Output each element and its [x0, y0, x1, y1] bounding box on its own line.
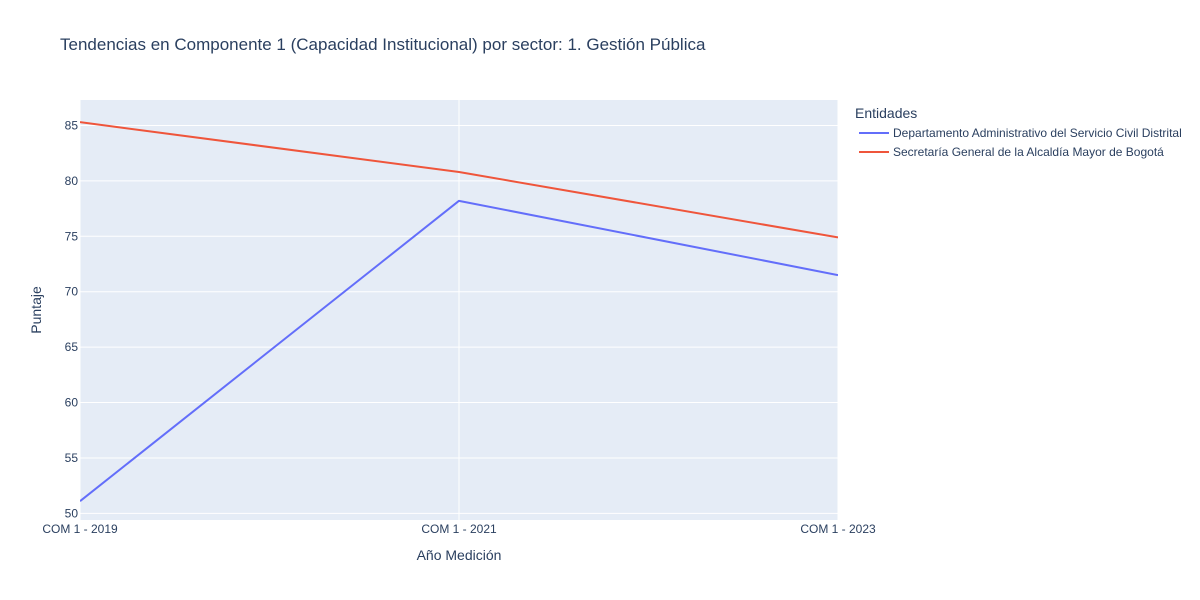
- grid-lines: [79, 100, 839, 520]
- legend[interactable]: Entidades Departamento Administrativo de…: [855, 105, 1182, 159]
- y-tick-label: 70: [65, 285, 79, 299]
- y-axis-title: Puntaje: [28, 286, 44, 334]
- x-axis-title: Año Medición: [417, 547, 502, 563]
- x-tick-label: COM 1 - 2019: [42, 522, 118, 536]
- y-tick-label: 50: [65, 506, 79, 520]
- y-tick-label: 55: [65, 451, 79, 465]
- legend-item-1[interactable]: Secretaría General de la Alcaldía Mayor …: [859, 145, 1164, 159]
- legend-items[interactable]: Departamento Administrativo del Servicio…: [859, 126, 1182, 159]
- y-tick-label: 80: [65, 174, 79, 188]
- x-tick-label: COM 1 - 2023: [800, 522, 876, 536]
- y-tick-label: 85: [65, 118, 79, 132]
- x-axis-ticks: COM 1 - 2019 COM 1 - 2021 COM 1 - 2023: [42, 522, 876, 536]
- y-axis-ticks: 50 55 60 65 70 75 80 85: [65, 118, 79, 520]
- series-line-0[interactable]: [80, 199, 838, 502]
- legend-title: Entidades: [855, 105, 917, 121]
- y-tick-label: 60: [65, 396, 79, 410]
- chart-title: Tendencias en Componente 1 (Capacidad In…: [60, 35, 706, 54]
- y-tick-label: 65: [65, 340, 79, 354]
- series-lines: [80, 121, 838, 502]
- series-line-1[interactable]: [80, 121, 838, 239]
- x-tick-label: COM 1 - 2021: [421, 522, 497, 536]
- legend-item-0[interactable]: Departamento Administrativo del Servicio…: [859, 126, 1182, 140]
- legend-label: Departamento Administrativo del Servicio…: [893, 126, 1182, 140]
- legend-label: Secretaría General de la Alcaldía Mayor …: [893, 145, 1164, 159]
- y-tick-label: 75: [65, 229, 79, 243]
